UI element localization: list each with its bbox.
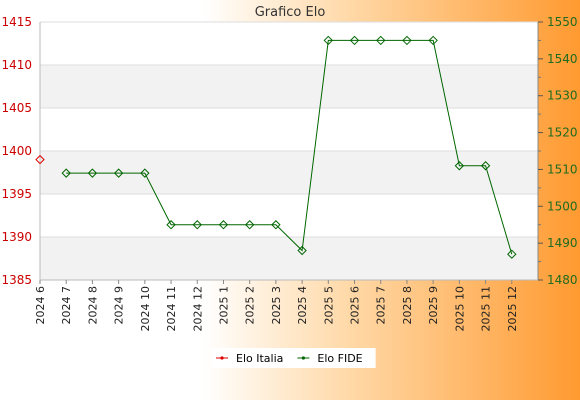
y-right-tick-label: 1490 (547, 236, 578, 250)
x-tick-label: 2024 11 (165, 286, 178, 332)
y-left-tick-label: 1405 (1, 101, 32, 115)
data-point (349, 35, 360, 46)
chart-title: Grafico Elo (255, 5, 326, 20)
x-tick-label: 2025 4 (296, 286, 309, 325)
x-tick-label: 2025 2 (244, 286, 257, 325)
data-point (166, 220, 176, 230)
y-right-tick-label: 1510 (547, 162, 578, 176)
data-point (428, 35, 438, 46)
data-point (271, 220, 281, 230)
legend-label-1: Elo Italia (236, 352, 283, 365)
grid-band (40, 151, 538, 194)
data-point (454, 161, 465, 171)
data-point (192, 220, 202, 230)
x-tick-label: 2025 7 (375, 286, 388, 325)
y-left-tick-label: 1400 (1, 144, 32, 158)
x-tick-label: 2025 3 (270, 286, 283, 325)
x-tick-label: 2025 9 (427, 286, 440, 325)
data-point (297, 245, 307, 256)
y-right-tick-label: 1500 (547, 199, 578, 213)
y-right-tick-label: 1480 (547, 273, 578, 287)
legend-marker (220, 356, 224, 360)
data-point (113, 168, 124, 178)
x-tick-label: 2024 8 (86, 286, 99, 325)
legend-label-2: Elo FIDE (317, 352, 362, 365)
x-tick-label: 2025 5 (322, 286, 335, 325)
data-point (480, 161, 491, 171)
data-point (140, 168, 150, 178)
legend-marker (301, 356, 305, 360)
data-point (35, 154, 45, 165)
grid-band (40, 237, 538, 280)
x-tick-label: 2024 9 (113, 286, 126, 325)
y-left-tick-label: 1395 (1, 187, 32, 201)
legend: Elo Italia Elo FIDE (211, 348, 376, 368)
x-tick-label: 2024 10 (139, 286, 152, 332)
x-tick-label: 2025 10 (453, 286, 466, 332)
x-tick-label: 2025 11 (480, 286, 493, 332)
legend-box (211, 348, 376, 368)
x-tick-label: 2025 1 (217, 286, 230, 325)
y-right-tick-label: 1540 (547, 52, 578, 66)
data-point (507, 249, 517, 259)
data-point (376, 35, 386, 46)
y-right-tick-label: 1530 (547, 89, 578, 103)
y-right-tick-label: 1550 (547, 15, 578, 29)
data-point (218, 220, 229, 230)
data-point (323, 35, 334, 46)
x-tick-label: 2024 6 (34, 286, 47, 325)
y-right-tick-label: 1520 (547, 126, 578, 140)
x-tick-label: 2025 8 (401, 286, 414, 325)
data-point (402, 35, 412, 46)
x-tick-label: 2024 12 (191, 286, 204, 332)
x-tick-label: 2024 7 (60, 286, 73, 325)
x-tick-label: 2025 12 (506, 286, 519, 332)
y-left-tick-label: 1390 (1, 230, 32, 244)
y-left-tick-label: 1410 (1, 58, 32, 72)
grid-band (40, 65, 538, 108)
data-point (87, 168, 98, 178)
data-point (244, 220, 255, 230)
data-point (61, 168, 71, 178)
x-tick-label: 2025 6 (349, 286, 362, 325)
y-left-tick-label: 1415 (1, 15, 32, 29)
y-left-tick-label: 1385 (1, 273, 32, 287)
